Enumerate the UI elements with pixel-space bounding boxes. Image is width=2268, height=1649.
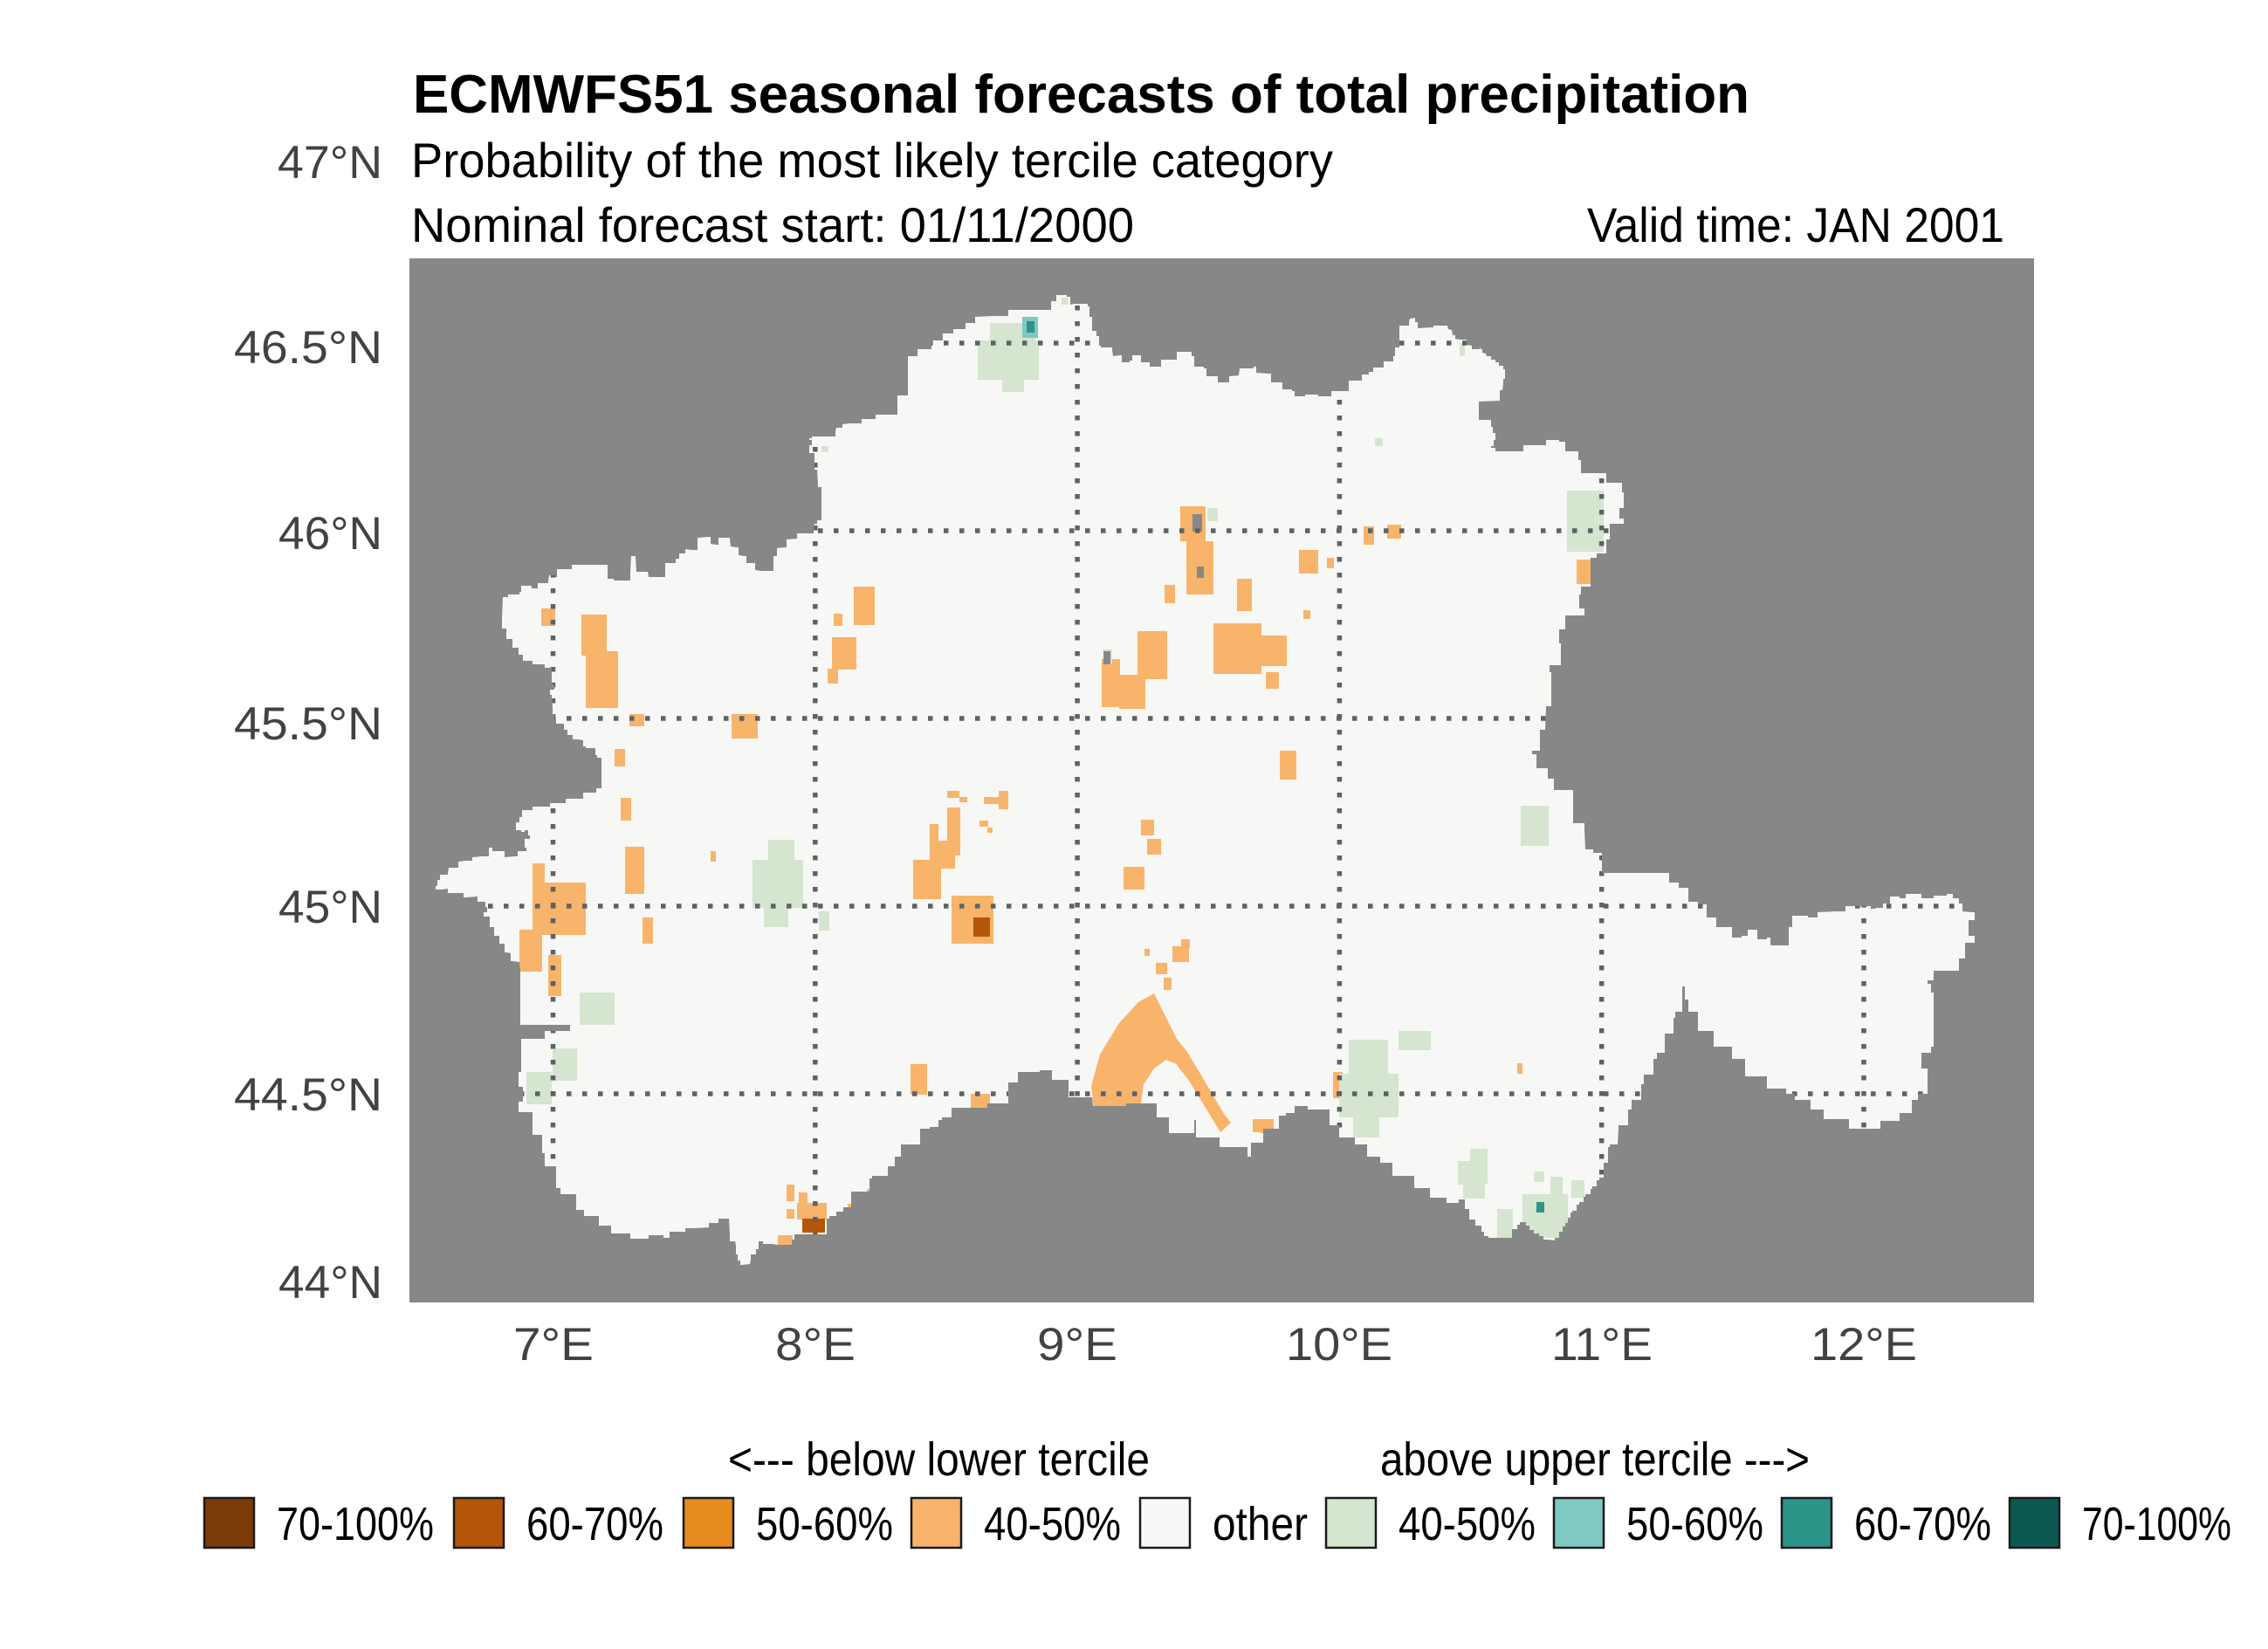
svg-text:8°E: 8°E bbox=[775, 1319, 856, 1371]
svg-text:other: other bbox=[1213, 1498, 1308, 1550]
svg-text:60-70%: 60-70% bbox=[1854, 1498, 1991, 1550]
svg-text:47°N: 47°N bbox=[278, 137, 382, 189]
svg-text:above upper tercile --->: above upper tercile ---> bbox=[1380, 1433, 1810, 1486]
svg-text:70-100%: 70-100% bbox=[2082, 1498, 2231, 1550]
svg-text:Nominal forecast start: 01/11/: Nominal forecast start: 01/11/2000 bbox=[411, 197, 1134, 252]
svg-text:45.5°N: 45.5°N bbox=[234, 698, 382, 750]
svg-text:50-60%: 50-60% bbox=[756, 1498, 893, 1550]
svg-text:40-50%: 40-50% bbox=[984, 1498, 1121, 1550]
svg-text:7°E: 7°E bbox=[513, 1319, 594, 1371]
svg-text:ECMWFS51 seasonal forecasts of: ECMWFS51 seasonal forecasts of total pre… bbox=[413, 65, 1749, 125]
svg-text:9°E: 9°E bbox=[1037, 1319, 1117, 1371]
svg-text:50-60%: 50-60% bbox=[1626, 1498, 1763, 1550]
svg-text:60-70%: 60-70% bbox=[526, 1498, 663, 1550]
svg-text:11°E: 11°E bbox=[1551, 1319, 1653, 1371]
svg-text:<--- below lower tercile: <--- below lower tercile bbox=[728, 1433, 1150, 1486]
svg-text:46.5°N: 46.5°N bbox=[234, 322, 382, 374]
svg-text:12°E: 12°E bbox=[1811, 1319, 1917, 1371]
svg-text:44°N: 44°N bbox=[278, 1257, 382, 1309]
svg-text:45°N: 45°N bbox=[278, 882, 382, 933]
svg-text:40-50%: 40-50% bbox=[1399, 1498, 1536, 1550]
svg-text:10°E: 10°E bbox=[1286, 1319, 1392, 1371]
svg-text:44.5°N: 44.5°N bbox=[234, 1069, 382, 1121]
svg-text:46°N: 46°N bbox=[278, 508, 382, 560]
svg-text:70-100%: 70-100% bbox=[277, 1498, 434, 1550]
svg-text:Probability of the most likely: Probability of the most likely tercile c… bbox=[411, 133, 1333, 188]
svg-text:Valid time: JAN 2001: Valid time: JAN 2001 bbox=[1587, 197, 2004, 252]
